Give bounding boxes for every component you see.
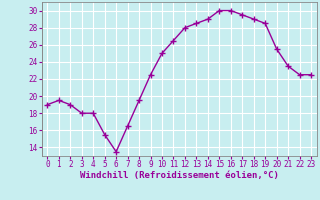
X-axis label: Windchill (Refroidissement éolien,°C): Windchill (Refroidissement éolien,°C) xyxy=(80,171,279,180)
